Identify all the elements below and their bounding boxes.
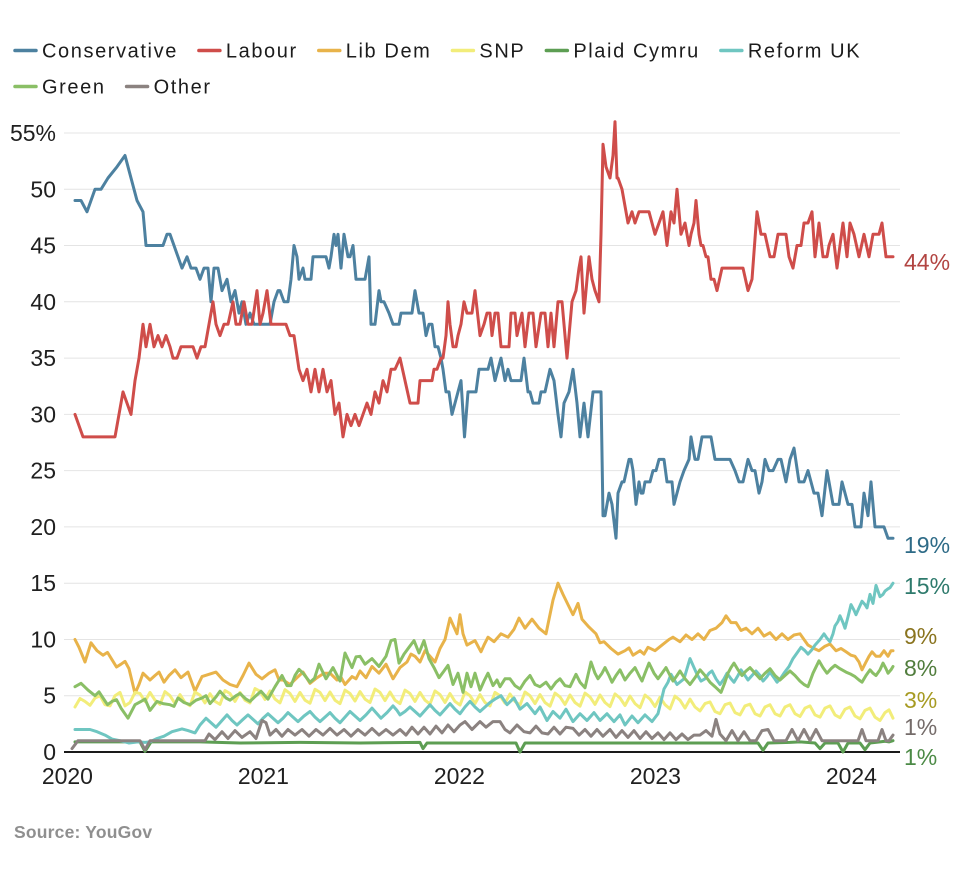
svg-text:9%: 9% — [904, 623, 937, 649]
svg-text:45: 45 — [30, 233, 56, 259]
svg-text:30: 30 — [30, 401, 56, 427]
svg-text:Labour: Labour — [226, 41, 298, 63]
svg-text:2021: 2021 — [238, 763, 289, 789]
svg-text:10: 10 — [30, 627, 56, 653]
svg-text:2020: 2020 — [42, 763, 93, 789]
svg-text:Other: Other — [154, 77, 212, 99]
svg-text:2022: 2022 — [434, 763, 485, 789]
svg-text:Reform UK: Reform UK — [748, 41, 861, 63]
svg-text:1%: 1% — [904, 744, 937, 770]
svg-text:Lib Dem: Lib Dem — [346, 41, 432, 63]
svg-text:15%: 15% — [904, 573, 950, 599]
svg-text:3%: 3% — [904, 687, 937, 713]
svg-text:Conservative: Conservative — [42, 41, 178, 63]
svg-text:40: 40 — [30, 289, 56, 315]
svg-text:50: 50 — [30, 176, 56, 202]
svg-text:Green: Green — [42, 77, 106, 99]
svg-text:Source: YouGov: Source: YouGov — [14, 822, 152, 842]
svg-text:15: 15 — [30, 570, 56, 596]
svg-text:0: 0 — [43, 739, 56, 765]
svg-text:1%: 1% — [904, 714, 937, 740]
svg-text:44%: 44% — [904, 249, 950, 275]
svg-text:5: 5 — [43, 683, 56, 709]
svg-text:8%: 8% — [904, 655, 937, 681]
svg-text:55%: 55% — [10, 120, 56, 146]
svg-text:20: 20 — [30, 514, 56, 540]
svg-text:19%: 19% — [904, 532, 950, 558]
svg-text:2023: 2023 — [630, 763, 681, 789]
svg-text:35: 35 — [30, 345, 56, 371]
svg-text:2024: 2024 — [826, 763, 877, 789]
svg-text:Plaid Cymru: Plaid Cymru — [573, 41, 700, 63]
svg-text:25: 25 — [30, 458, 56, 484]
svg-text:SNP: SNP — [479, 41, 525, 63]
